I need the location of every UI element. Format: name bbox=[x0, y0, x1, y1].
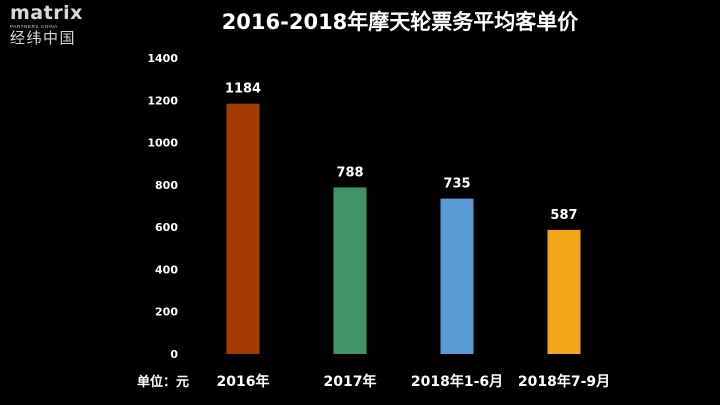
x-tick-label: 2016年 bbox=[217, 373, 270, 390]
bar bbox=[226, 103, 260, 354]
y-tick-label: 600 bbox=[155, 221, 178, 234]
y-axis-ticks: 0 200 400 600 800 1000 1200 1400 bbox=[147, 52, 178, 361]
y-tick-label: 800 bbox=[155, 179, 178, 192]
x-tick-label: 2017年 bbox=[324, 373, 377, 390]
x-axis-labels: 2016年 2017年 2018年1-6月 2018年7-9月 bbox=[217, 373, 611, 390]
matrix-logo: matrix PARTNERS CHINA 经纬中国 bbox=[10, 4, 84, 47]
y-tick-label: 1000 bbox=[147, 137, 178, 150]
unit-label: 单位：元 bbox=[137, 374, 189, 390]
x-tick-label: 2018年1-6月 bbox=[411, 373, 503, 390]
data-label: 788 bbox=[336, 165, 363, 180]
y-tick-label: 200 bbox=[155, 306, 178, 319]
data-labels: 1184 788 735 587 bbox=[225, 82, 578, 223]
bar bbox=[333, 187, 367, 354]
chart-title: 2016-2018年摩天轮票务平均客单价 bbox=[222, 10, 580, 34]
x-tick-label: 2018年7-9月 bbox=[518, 373, 610, 390]
data-label: 1184 bbox=[225, 82, 261, 97]
data-label: 735 bbox=[443, 177, 470, 192]
bar bbox=[440, 198, 474, 354]
y-tick-label: 400 bbox=[155, 263, 178, 276]
logo-chinese-name: 经纬中国 bbox=[10, 29, 77, 47]
y-tick-label: 1400 bbox=[147, 52, 178, 65]
logo-subtitle: PARTNERS CHINA bbox=[10, 24, 58, 29]
logo-wordmark: matrix bbox=[10, 2, 83, 24]
bar-series bbox=[226, 103, 581, 354]
y-tick-label: 1200 bbox=[147, 94, 178, 107]
bar bbox=[547, 229, 581, 354]
data-label: 587 bbox=[550, 208, 577, 223]
y-tick-label: 0 bbox=[170, 348, 178, 361]
